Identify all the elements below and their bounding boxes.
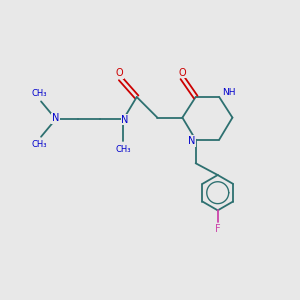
- Text: N: N: [121, 115, 129, 125]
- Text: CH₃: CH₃: [32, 140, 47, 149]
- Text: NH: NH: [222, 88, 236, 97]
- Text: O: O: [115, 68, 123, 78]
- Text: O: O: [178, 68, 186, 78]
- Text: F: F: [215, 224, 220, 234]
- Text: CH₃: CH₃: [32, 89, 47, 98]
- Text: N: N: [188, 136, 195, 146]
- Text: CH₃: CH₃: [116, 145, 131, 154]
- Text: N: N: [52, 113, 59, 124]
